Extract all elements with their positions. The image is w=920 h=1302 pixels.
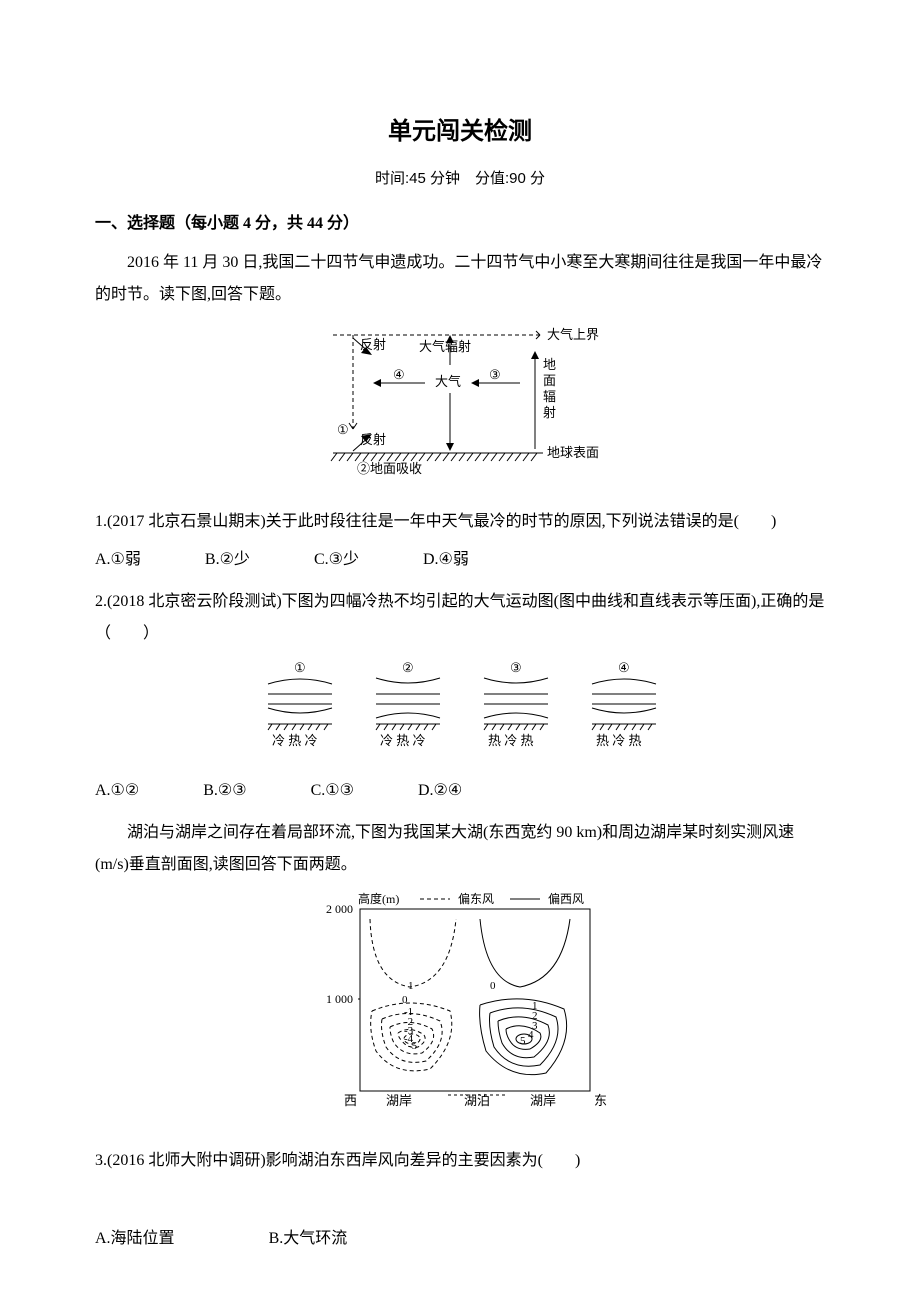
fig3-x-bank2: 湖岸 <box>530 1093 556 1108</box>
fig3-x-east: 东 <box>594 1093 607 1108</box>
fig3-contours-right <box>480 919 570 1075</box>
svg-text:②: ② <box>402 660 414 675</box>
fig1-reflect-top: 反射 <box>360 337 386 352</box>
q1-opt-c: C.③少 <box>314 544 359 576</box>
fig1-mark-1: ① <box>337 422 349 437</box>
fig2-panel-1: ① 冷 热 冷 <box>268 660 332 748</box>
svg-text:冷 热 冷: 冷 热 冷 <box>380 733 426 748</box>
svg-text:冷 热 冷: 冷 热 冷 <box>272 733 318 748</box>
fig3-cm5: -5 <box>408 1040 418 1052</box>
fig1-mark-4: ④ <box>393 367 405 382</box>
fig1-mark-3: ③ <box>489 367 501 382</box>
figure-3-wind-profile: 高度(m) 偏东风 偏西风 2 000 1 000 1 0 -1 -2 -3 -… <box>95 891 825 1132</box>
page-title: 单元闯关检测 <box>95 110 825 153</box>
svg-text:①: ① <box>294 660 306 675</box>
q3-opt-a: A.海陆位置 <box>95 1223 175 1255</box>
q2-opt-b: B.②③ <box>203 775 246 807</box>
fig3-legend-west: 偏西风 <box>548 891 584 906</box>
figure-1-radiation: 大气上界 地球表面 ① 反射 <box>95 321 825 492</box>
q2-opt-a: A.①② <box>95 775 139 807</box>
q2-opt-d: D.②④ <box>418 775 462 807</box>
intro-paragraph-1: 2016 年 11 月 30 日,我国二十四节气申遗成功。二十四节气中小寒至大寒… <box>95 247 825 311</box>
fig3-ytick-1000: 1 000 <box>326 992 353 1006</box>
fig1-ground-rad-2: 面 <box>543 373 556 388</box>
fig1-ground-rad-3: 辐 <box>543 389 556 404</box>
question-3: 3.(2016 北师大附中调研)影响湖泊东西岸风向差异的主要因素为( ) <box>95 1145 825 1177</box>
svg-text:热 冷 热: 热 冷 热 <box>596 733 642 748</box>
fig2-panel-3: ③ 热 冷 热 <box>484 660 548 748</box>
fig3-r4: 4 <box>528 1029 534 1041</box>
fig1-top-boundary: 大气上界 <box>547 327 599 342</box>
fig3-c0: 0 <box>402 994 408 1006</box>
fig3-c1: 1 <box>408 980 414 992</box>
fig1-atmosphere: 大气 <box>435 374 461 389</box>
fig3-x-lake: 湖泊 <box>464 1093 490 1108</box>
q2-opt-c: C.①③ <box>311 775 354 807</box>
question-3-options: A.海陆位置 B.大气环流 <box>95 1223 825 1255</box>
fig2-panel-2: ② 冷 热 冷 <box>376 660 440 748</box>
svg-text:热 冷 热: 热 冷 热 <box>488 733 534 748</box>
fig1-hatch-ground <box>331 453 543 461</box>
question-1: 1.(2017 北京石景山期末)关于此时段往往是一年中天气最冷的时节的原因,下列… <box>95 506 825 538</box>
fig1-bottom-boundary: 地球表面 <box>547 445 599 460</box>
fig3-r5: 5 <box>520 1035 526 1047</box>
spacing <box>95 1183 825 1223</box>
question-2: 2.(2018 北京密云阶段测试)下图为四幅冷热不均引起的大气运动图(图中曲线和… <box>95 586 825 650</box>
fig3-x-west: 西 <box>344 1093 357 1108</box>
q1-opt-d: D.④弱 <box>423 544 469 576</box>
fig3-ytick-2000: 2 000 <box>326 902 353 916</box>
fig1-ground-absorb: ②地面吸收 <box>357 461 422 476</box>
question-2-options: A.①② B.②③ C.①③ D.②④ <box>95 775 825 807</box>
intro-paragraph-2: 湖泊与湖岸之间存在着局部环流,下图为我国某大湖(东西宽约 90 km)和周边湖岸… <box>95 817 825 881</box>
q1-opt-b: B.②少 <box>205 544 250 576</box>
figure-2-convection: ① 冷 热 冷 ② 冷 热 冷 <box>95 660 825 761</box>
fig3-legend-east: 偏东风 <box>458 891 494 906</box>
question-1-options: A.①弱 B.②少 C.③少 D.④弱 <box>95 544 825 576</box>
fig3-ylabel: 高度(m) <box>358 891 399 906</box>
fig3-r0: 0 <box>490 980 496 992</box>
fig2-panel-4: ④ 热 冷 热 <box>592 660 656 748</box>
svg-text:③: ③ <box>510 660 522 675</box>
fig1-atmo-radiation: 大气辐射 <box>419 339 471 354</box>
fig1-reflect-bottom: 反射 <box>360 432 386 447</box>
fig3-x-bank1: 湖岸 <box>386 1093 412 1108</box>
svg-text:④: ④ <box>618 660 630 675</box>
section-1-header: 一、选择题（每小题 4 分，共 44 分） <box>95 210 825 239</box>
q1-opt-a: A.①弱 <box>95 544 141 576</box>
q3-opt-b: B.大气环流 <box>269 1223 348 1255</box>
fig1-ground-rad-4: 射 <box>543 405 556 420</box>
page-subtitle: 时间:45 分钟 分值:90 分 <box>95 165 825 192</box>
fig1-ground-rad-1: 地 <box>543 357 556 372</box>
